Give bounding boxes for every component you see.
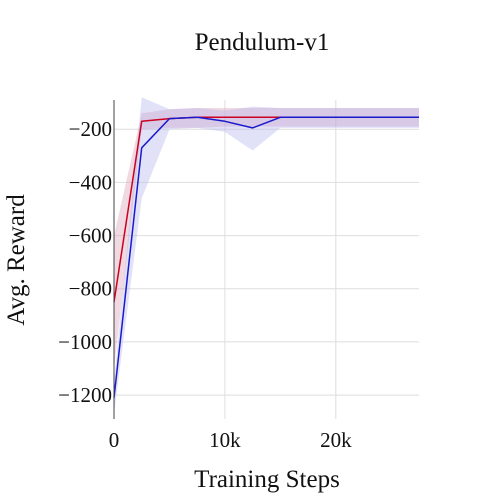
chart-title: Pendulum-v1 — [195, 29, 330, 56]
y-tick-labels: −200 −400 −600 −800 −1000 −1200 — [58, 117, 112, 407]
confidence-bands — [114, 97, 419, 414]
y-tick-label-2: −600 — [69, 224, 112, 248]
y-tick-label-4: −1000 — [58, 330, 112, 354]
series-1-band — [114, 97, 419, 414]
y-tick-label-5: −1200 — [58, 383, 112, 407]
x-tick-label-0: 0 — [109, 428, 120, 452]
y-tick-label-0: −200 — [69, 117, 112, 141]
x-tick-label-2: 20k — [320, 428, 352, 452]
grid-lines — [114, 100, 419, 419]
y-tick-label-3: −800 — [69, 277, 112, 301]
x-tick-label-1: 10k — [209, 428, 241, 452]
series-1-line — [113, 116, 419, 398]
x-axis-label: Training Steps — [194, 466, 340, 493]
series-lines — [113, 116, 419, 398]
y-axis-label: Avg. Reward — [3, 194, 30, 326]
x-tick-labels: 0 10k 20k — [109, 428, 352, 452]
y-tick-label-1: −400 — [69, 170, 112, 194]
